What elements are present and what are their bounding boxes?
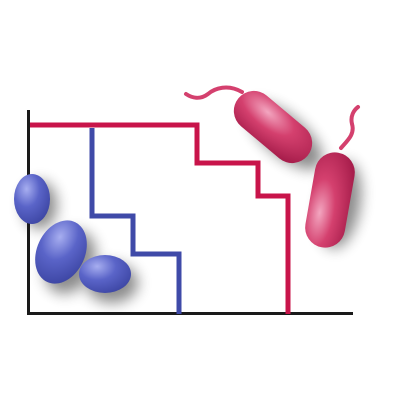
rod-bacterium-group [184, 85, 360, 248]
rod-bacterium-2-flagellum [339, 105, 360, 150]
rod-bacterium-icon [233, 90, 313, 164]
coccus-icon [35, 220, 87, 284]
coccus-group [14, 174, 131, 293]
rod-bacterium-1-flagellum [184, 85, 244, 100]
coccus-icon [79, 255, 131, 293]
red-step-curve [30, 122, 291, 314]
rod-bacterium-icon [305, 152, 355, 248]
coccus-icon [14, 174, 50, 224]
blue-step-curve [89, 128, 182, 314]
